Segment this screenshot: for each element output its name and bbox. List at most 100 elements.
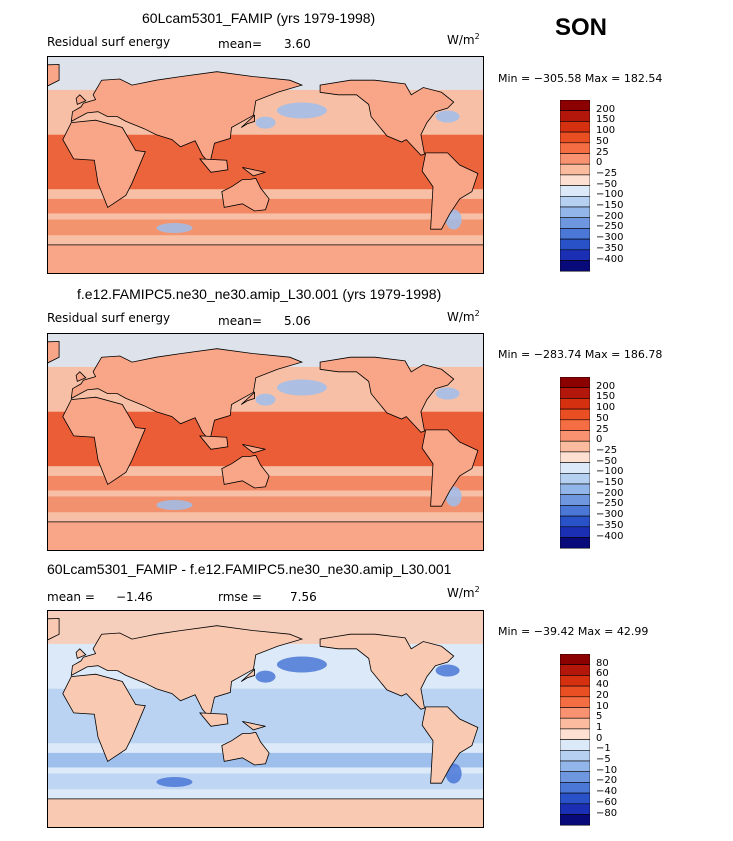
colorbar-tick-label: −400	[596, 253, 624, 265]
continent-outline	[46, 244, 485, 275]
colorbar-tick-label: 1	[596, 721, 603, 733]
colorbar-tick-label: −50	[596, 455, 618, 467]
colorbar-tick-label: 0	[596, 157, 603, 169]
panel-3-rmse-value: 7.56	[290, 590, 317, 604]
anomaly-patch	[156, 222, 193, 233]
continent-outline	[199, 158, 229, 173]
season-label: SON	[555, 14, 608, 41]
field-map-svg	[10, 333, 485, 552]
anomaly-patch	[276, 656, 327, 673]
panel-3-mean-value: −1.46	[116, 590, 153, 604]
colorbar-tick-label: −350	[596, 519, 624, 531]
anomaly-patch	[276, 379, 327, 396]
colorbar-tick-label: −250	[596, 498, 624, 510]
colorbar-tick-label: −150	[596, 200, 624, 211]
continent-outline	[70, 625, 304, 719]
continent-outline	[75, 371, 87, 382]
colorbar-tick-label: −5	[596, 754, 611, 765]
anomaly-patch	[435, 387, 460, 400]
panel-1-title: 60Lcam5301_FAMIP (yrs 1979-1998)	[142, 10, 376, 26]
continent-outline	[221, 177, 270, 212]
panel-1-units: W/m2	[447, 32, 480, 47]
anomaly-patch	[255, 116, 276, 129]
colorbar-tick-label: −40	[596, 786, 618, 798]
colorbar-swatch	[560, 717, 590, 730]
continent-outline	[70, 348, 304, 442]
panel-1-mean-value: 3.60	[284, 37, 311, 51]
colorbar-swatch	[560, 419, 590, 431]
colorbar-tick-label: −300	[596, 509, 624, 521]
field-map-svg	[10, 610, 485, 829]
colorbar-swatch	[560, 196, 590, 208]
panel-3-map	[10, 610, 485, 829]
field-map-svg	[10, 56, 485, 275]
panel-1-map	[10, 56, 485, 275]
colorbar-tick-label: 100	[596, 125, 616, 137]
colorbar-tick-label: 150	[596, 391, 616, 403]
southern-band	[47, 773, 484, 790]
anomaly-patch	[435, 664, 460, 677]
anomaly-patch	[276, 102, 327, 119]
colorbar-swatch	[560, 377, 590, 388]
colorbar-swatch	[560, 142, 590, 154]
colorbar-tick-label: −80	[596, 807, 618, 819]
colorbar-swatch	[560, 782, 590, 794]
colorbar-tick-label: 25	[596, 423, 609, 435]
colorbar-tick-label: −100	[596, 466, 624, 478]
colorbar-swatch	[560, 685, 590, 698]
anomaly-patch	[156, 776, 193, 787]
colorbar-swatch	[560, 110, 590, 122]
colorbar-tick-label: 10	[596, 700, 609, 712]
colorbar-swatch	[560, 771, 590, 783]
colorbar-tick-label: 50	[596, 412, 609, 424]
colorbar-tick-label: −250	[596, 221, 624, 233]
colorbar-swatch	[560, 792, 590, 805]
colorbar-swatch	[560, 249, 590, 261]
colorbar-swatch	[560, 408, 590, 421]
southern-band	[47, 496, 484, 513]
continent-outline	[240, 668, 256, 682]
colorbar-swatch	[560, 473, 590, 485]
colorbar-swatch	[560, 228, 590, 240]
continent-outline	[221, 454, 270, 489]
continent-outline	[62, 673, 146, 763]
continent-outline	[242, 721, 266, 731]
colorbar-swatch	[560, 515, 590, 528]
colorbar-swatch	[560, 206, 590, 218]
colorbar-tick-label: −10	[596, 764, 618, 776]
colorbar-tick-label: −25	[596, 167, 618, 179]
colorbar-tick-label: −300	[596, 232, 624, 244]
panel-2-map	[10, 333, 485, 552]
continent-outline	[319, 633, 455, 710]
continent-outline	[421, 429, 479, 507]
colorbar-swatch	[560, 750, 590, 762]
colorbar-tick-label: 80	[596, 657, 609, 669]
colorbar-tick-label: 50	[596, 135, 609, 147]
map-frame	[47, 610, 484, 828]
colorbar-swatch	[560, 238, 590, 251]
panel-2-mean-value: 5.06	[284, 314, 311, 328]
continent-outline	[75, 648, 87, 659]
colorbar-swatch	[560, 675, 590, 687]
colorbar-swatch	[560, 131, 590, 144]
panel-1-minmax: Min = −305.58 Max = 182.54	[498, 72, 663, 85]
colorbar-tick-label: 200	[596, 380, 616, 392]
southern-band	[47, 219, 484, 236]
anomaly-patch	[156, 499, 193, 510]
colorbar-tick-label: 100	[596, 402, 616, 414]
continent-outline	[75, 94, 87, 105]
continent-outline	[242, 444, 266, 454]
colorbar-tick-label: 150	[596, 114, 616, 126]
colorbar-swatch	[560, 100, 590, 111]
colorbar-swatch	[560, 185, 590, 197]
colorbar-swatch	[560, 398, 590, 410]
continent-outline	[319, 79, 455, 156]
colorbar-tick-label: −1	[596, 743, 611, 755]
colorbar-swatch	[560, 153, 590, 165]
colorbar-swatch	[560, 739, 590, 751]
colorbar-swatch	[560, 803, 590, 815]
colorbar-swatch	[560, 707, 590, 719]
continent-outline	[242, 167, 266, 177]
colorbar-tick-label: −350	[596, 242, 624, 254]
colorbar-tick-label: −400	[596, 530, 624, 542]
